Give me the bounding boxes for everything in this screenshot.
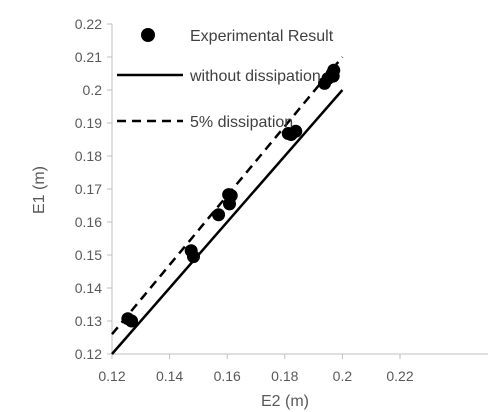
- legend-label: 5% dissipation: [190, 114, 293, 131]
- line-without-dissipation: [111, 89, 344, 355]
- x-tick-label: 0.18: [271, 368, 298, 384]
- y-tick-label: 0.21: [75, 49, 102, 65]
- x-tick-label: 0.14: [156, 368, 183, 384]
- legend-label: Experimental Result: [190, 28, 334, 45]
- data-point: [212, 208, 226, 222]
- y-tick-label: 0.22: [75, 16, 102, 32]
- data-point: [125, 314, 139, 328]
- y-tick-label: 0.17: [75, 181, 102, 197]
- legend-marker-experimental: [141, 28, 155, 42]
- y-tick-label: 0.15: [75, 247, 102, 263]
- x-axis-title: E2 (m): [261, 393, 309, 410]
- legend: Experimental Result without dissipation 5%…: [117, 28, 334, 131]
- data-point: [223, 197, 237, 211]
- y-tick-label: 0.14: [75, 280, 102, 296]
- tick-labels-layer: 0.12 0.14 0.16 0.18 0.2 0.22 0.12 0.13 0.14 0.15 0…: [75, 16, 414, 384]
- data-points-layer: [121, 63, 341, 328]
- x-tick-label: 0.2: [333, 368, 353, 384]
- x-tick-label: 0.16: [214, 368, 241, 384]
- x-tick-label: 0.22: [386, 368, 413, 384]
- y-tick-label: 0.18: [75, 148, 102, 164]
- legend-label: without dissipation: [189, 68, 321, 85]
- y-tick-label: 0.2: [83, 82, 103, 98]
- y-tick-label: 0.19: [75, 115, 102, 131]
- y-tick-label: 0.13: [75, 313, 102, 329]
- data-point: [289, 124, 303, 138]
- axes-layer: [107, 23, 488, 359]
- y-axis-title: E1 (m): [31, 166, 48, 214]
- x-tick-label: 0.12: [98, 368, 125, 384]
- y-tick-label: 0.12: [75, 346, 102, 362]
- data-point: [187, 250, 201, 264]
- data-point: [326, 69, 340, 83]
- y-tick-label: 0.16: [75, 214, 102, 230]
